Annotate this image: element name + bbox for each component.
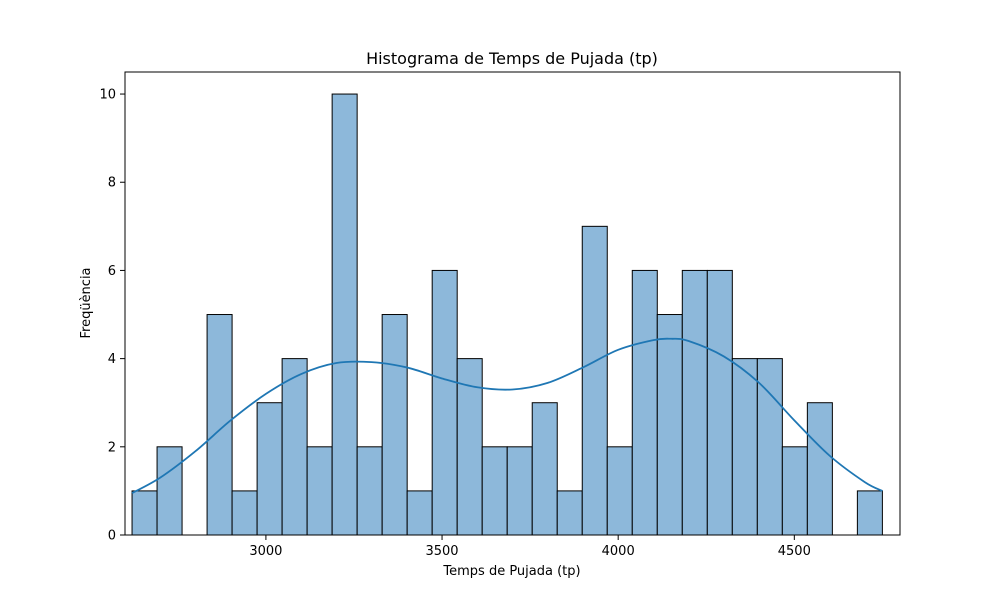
- x-tick-label: 3000: [249, 544, 282, 559]
- kde-curve: [131, 337, 883, 494]
- x-axis-ticks: 3000 3500 4000 4500: [249, 535, 811, 559]
- y-tick-label: 2: [108, 440, 116, 455]
- x-tick-label: 4500: [778, 544, 811, 559]
- histogram-bar: [506, 446, 533, 536]
- histogram-bar: [806, 402, 833, 536]
- histogram-bar: [156, 446, 183, 536]
- histogram-bar: [681, 269, 708, 536]
- histogram-bar: [756, 358, 783, 536]
- histogram-bar: [331, 93, 358, 536]
- x-tick-label: 3500: [425, 544, 458, 559]
- histogram-bar: [131, 490, 158, 536]
- histogram-bar: [731, 358, 758, 536]
- histogram-bar: [631, 269, 658, 536]
- histogram-bar: [431, 269, 458, 536]
- x-tick-label: 4000: [602, 544, 635, 559]
- histogram-bar: [356, 446, 383, 536]
- histogram-bar: [481, 446, 508, 536]
- histogram-bar: [556, 490, 583, 536]
- histogram-bar: [381, 314, 408, 536]
- y-tick-label: 0: [108, 529, 116, 544]
- histogram-bar: [656, 314, 683, 536]
- y-tick-label: 6: [108, 264, 116, 279]
- histogram-bar: [231, 490, 258, 536]
- histogram-bar: [581, 225, 608, 536]
- y-axis-ticks: 0 2 4 6 8 10: [99, 88, 125, 544]
- histogram-bar: [406, 490, 433, 536]
- histogram-bar: [256, 402, 283, 536]
- y-tick-label: 8: [108, 176, 116, 191]
- y-axis-label: Freqüència: [79, 267, 94, 338]
- histogram-bar: [206, 314, 233, 536]
- x-axis-label: Temps de Pujada (tp): [442, 564, 580, 579]
- bars-group: [131, 93, 883, 536]
- histogram-bar: [856, 490, 883, 536]
- histogram-bar: [281, 358, 308, 536]
- y-tick-label: 4: [108, 352, 116, 367]
- histogram-bar: [531, 402, 558, 536]
- histogram-bar: [706, 269, 733, 536]
- histogram-bar: [306, 446, 333, 536]
- histogram-bar: [781, 446, 808, 536]
- plot-frame: [124, 71, 901, 536]
- y-tick-label: 10: [99, 88, 116, 103]
- chart-title: Histograma de Temps de Pujada (tp): [366, 49, 658, 68]
- histogram-bar: [606, 446, 633, 536]
